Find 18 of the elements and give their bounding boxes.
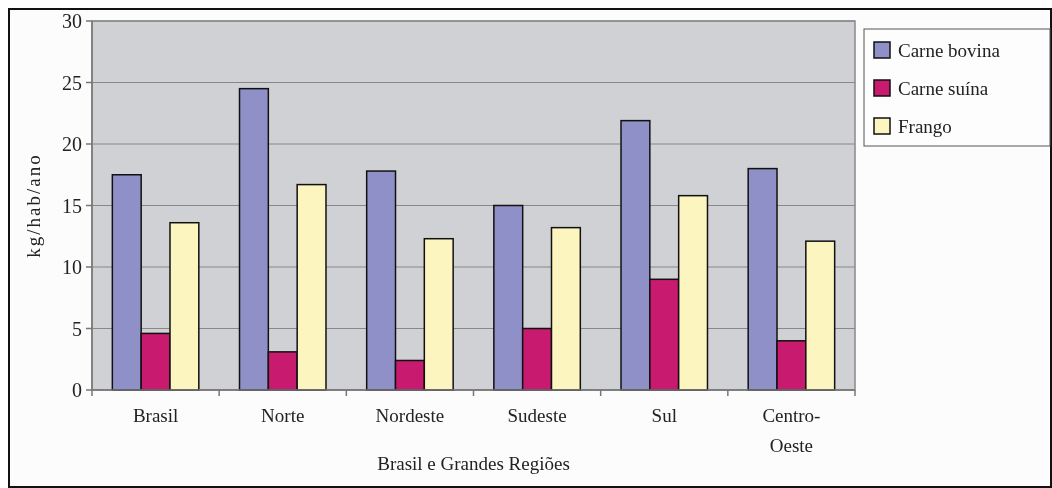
x-tick-label: Sul: [651, 405, 677, 426]
legend-label: Carne bovina: [898, 40, 1001, 61]
y-tick-label: 30: [62, 10, 82, 32]
x-tick-label: Norte: [261, 405, 305, 426]
legend-label: Frango: [898, 116, 952, 137]
legend-label: Carne suína: [898, 78, 989, 99]
x-tick-label: Brasil: [132, 405, 179, 426]
y-tick-label: 20: [62, 133, 82, 155]
y-axis-title: kg/hab/ano: [23, 153, 44, 258]
y-tick-label: 5: [72, 317, 82, 340]
y-tick-label: 15: [62, 194, 82, 217]
x-tick-label: Centro-Oeste: [762, 405, 821, 456]
x-tick-label: Sudeste: [507, 405, 567, 426]
x-axis-title: Brasil e Grandes Regiões: [377, 453, 570, 474]
y-tick-label: 25: [62, 71, 82, 94]
y-tick-label: 0: [72, 379, 82, 401]
x-tick-label: Nordeste: [375, 405, 445, 426]
y-tick-label: 10: [62, 256, 82, 278]
